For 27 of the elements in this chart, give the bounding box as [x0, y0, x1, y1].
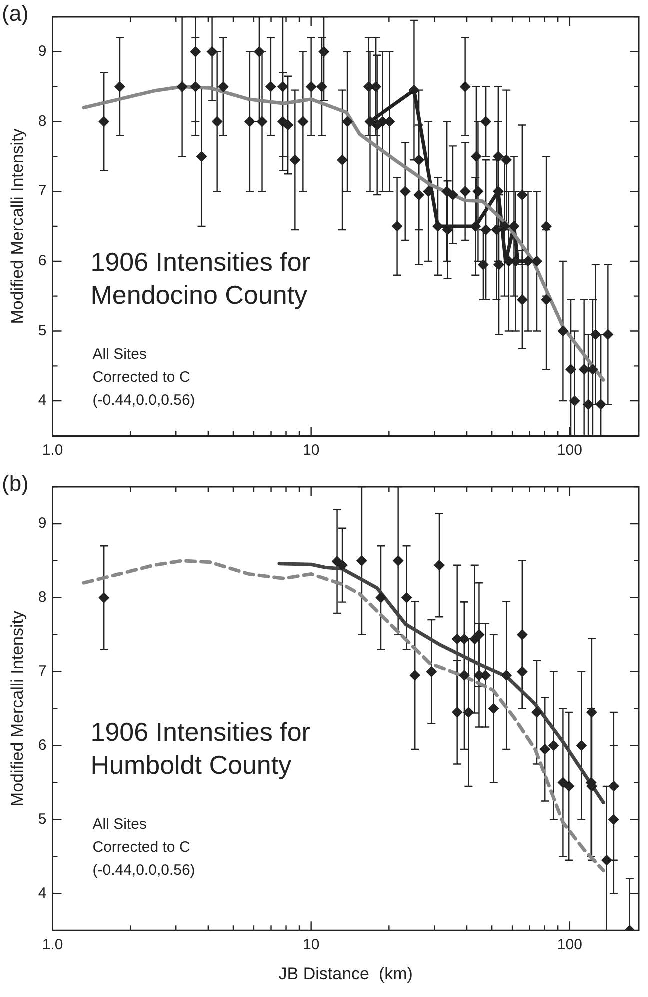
- y-tick-label: 4: [38, 392, 47, 410]
- y-tick-label: 7: [38, 662, 47, 680]
- y-tick-label: 5: [38, 322, 47, 340]
- y-tick-label: 4: [38, 884, 47, 902]
- y-axis-title: Modified Mercalli Intensity: [8, 610, 27, 807]
- x-axis-title: JB Distance (km): [278, 964, 413, 984]
- y-tick-label: 8: [38, 112, 47, 130]
- x-tick-label: 10: [302, 442, 320, 460]
- x-tick-label: 1.0: [42, 936, 64, 954]
- x-tick-label: 1.0: [42, 442, 64, 460]
- y-tick-label: 6: [38, 252, 47, 270]
- annotation: All Sites Corrected to C (-0.44,0.0,0.56): [92, 346, 196, 410]
- y-axis-title: Modified Mercalli Intensity: [8, 128, 27, 324]
- x-tick-label: 10: [302, 936, 320, 954]
- x-tick-label: 100: [557, 936, 582, 954]
- y-tick-label: 9: [38, 43, 47, 60]
- y-tick-label: 8: [38, 589, 47, 606]
- x-tick-label: 100: [557, 442, 582, 460]
- chart-title: (b): [2, 471, 29, 496]
- annotation: All Sites Corrected to C (-0.44,0.0,0.56): [92, 816, 196, 880]
- y-tick-label: 9: [38, 515, 47, 532]
- y-tick-label: 7: [38, 182, 47, 200]
- y-tick-label: 5: [38, 810, 47, 828]
- chart-title: (a): [2, 1, 29, 26]
- annotation: 1906 Intensities for Humboldt County: [90, 717, 311, 780]
- annotation: 1906 Intensities for Mendocino County: [90, 247, 311, 310]
- y-tick-label: 6: [38, 736, 47, 754]
